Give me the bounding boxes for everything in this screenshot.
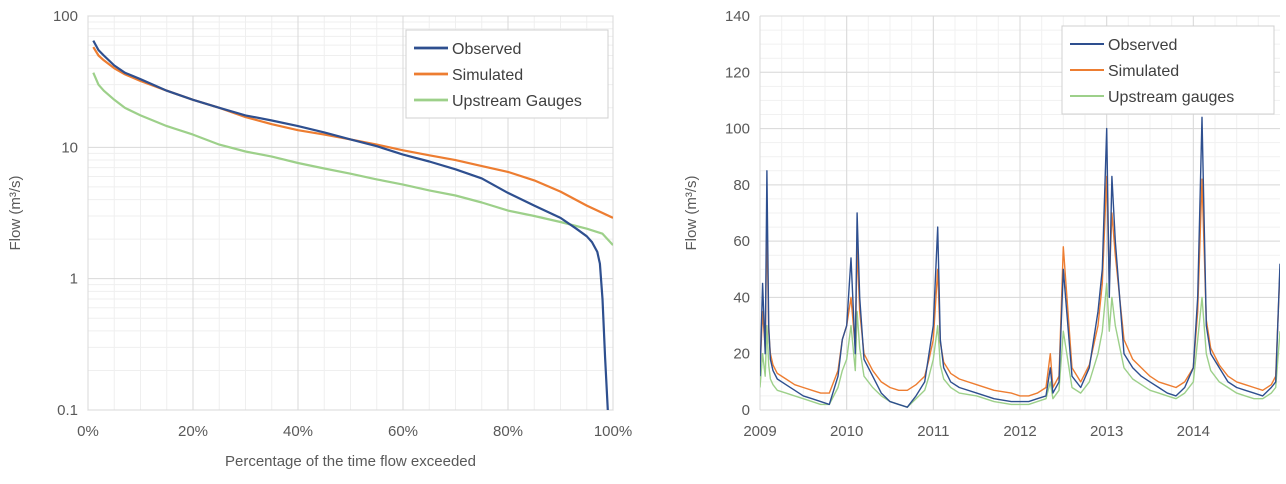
legend: Observed Simulated Upstream gauges: [1061, 25, 1275, 115]
y-axis-label: Flow (m³/s): [683, 176, 700, 251]
flow-duration-curve-chart: 0.1 1 10 100 0% 20% 40% 60% 80% 100% Flow (m³/s) Pe…: [7, 8, 632, 470]
y-tick-label: 140: [725, 8, 750, 25]
y-tick-label: 10: [61, 139, 78, 156]
legend-label: Observed: [452, 41, 521, 58]
y-tick-label: 60: [733, 233, 750, 250]
y-tick-label: 40: [733, 289, 750, 306]
y-tick-label: 100: [725, 121, 750, 138]
legend-label: Observed: [1108, 37, 1177, 54]
x-tick-label: 40%: [283, 423, 313, 440]
x-tick-label: 60%: [388, 423, 418, 440]
series-line: [92, 72, 613, 246]
y-tick-label: 120: [725, 64, 750, 81]
x-tick-label: 2010: [830, 423, 863, 440]
y-tick-label: 20: [733, 346, 750, 363]
series-group: [760, 116, 1280, 408]
y-tick-label: 100: [53, 8, 78, 25]
legend-label: Upstream gauges: [1108, 89, 1234, 106]
legend-label: Simulated: [452, 67, 523, 84]
x-tick-label: 2013: [1090, 423, 1123, 440]
legend-label: Simulated: [1108, 63, 1179, 80]
x-tick-label: 100%: [594, 423, 632, 440]
series-line: [92, 46, 613, 219]
x-tick-label: 2009: [743, 423, 776, 440]
y-tick-label: 1: [70, 271, 78, 288]
x-tick-label: 2012: [1003, 423, 1036, 440]
y-tick-label: 0: [742, 402, 750, 419]
y-tick-label: 0.1: [57, 402, 78, 419]
x-tick-label: 0%: [77, 423, 99, 440]
x-tick-label: 20%: [178, 423, 208, 440]
legend-box: [1061, 25, 1275, 115]
x-tick-label: 80%: [493, 423, 523, 440]
legend: Observed Simulated Upstream Gauges: [405, 29, 609, 119]
y-axis-label: Flow (m³/s): [7, 176, 24, 251]
x-tick-label: 2014: [1177, 423, 1210, 440]
series-group: [92, 40, 613, 410]
x-tick-label: 2011: [917, 423, 949, 440]
x-axis-label: Percentage of the time flow exceeded: [225, 453, 476, 470]
flow-timeseries-chart: 0 20 40 60 80 100 120 140 2009 2010 2011 2012 2013 20…: [683, 8, 1280, 440]
y-tick-label: 80: [733, 177, 750, 194]
series-line: [92, 40, 609, 410]
legend-label: Upstream Gauges: [452, 93, 582, 110]
series-line: [760, 116, 1280, 408]
